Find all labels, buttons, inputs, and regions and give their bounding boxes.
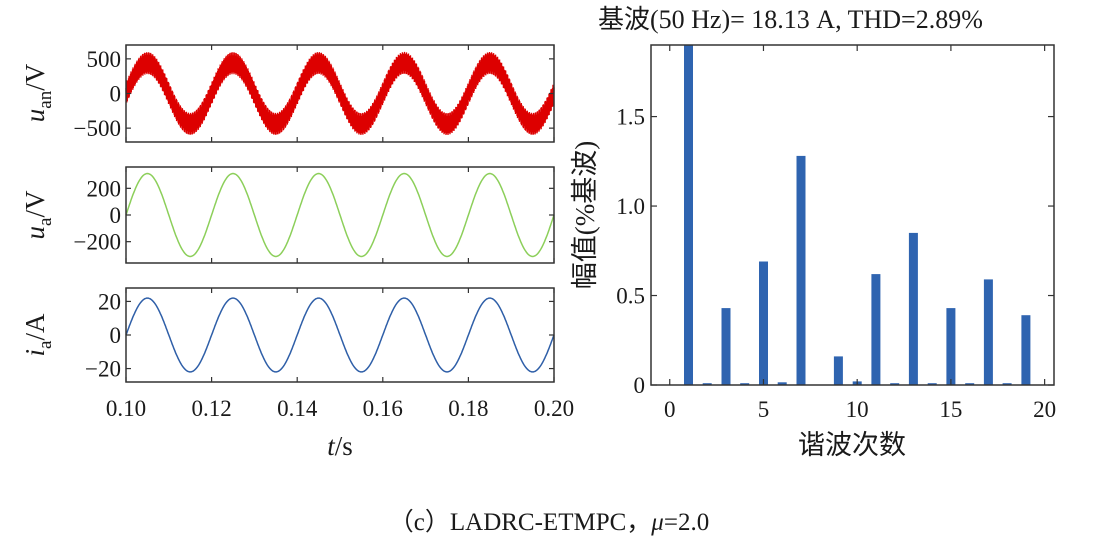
- spectrum-bar-h2: [702, 383, 712, 385]
- uan-ylabel-sub: an: [35, 90, 56, 108]
- spectrum-panel: 基波(50 Hz)= 18.13 A, THD=2.89% 0 0.5 1.0 1.5…: [570, 5, 1056, 460]
- ia-ylabel-var: i: [20, 349, 50, 357]
- spectrum-bar-h15: [946, 308, 956, 385]
- spectrum-bar-h11: [871, 274, 881, 385]
- ia-xticks: 0.10 0.12 0.14 0.16 0.18 0.20: [106, 396, 574, 421]
- ia-ylabel-sub: a: [35, 340, 56, 349]
- ua-ylabel-unit: /V: [20, 190, 50, 218]
- ia-plot-area: [125, 297, 555, 373]
- ia-ytick-label: 20: [98, 289, 121, 314]
- ia-yticks: 20 0 −20: [85, 288, 555, 382]
- ua-ylabel: ua/V: [20, 190, 56, 239]
- spectrum-bar-h14: [927, 383, 937, 385]
- spectrum-bar-h16: [965, 383, 975, 385]
- uan-plot-area: [125, 51, 555, 136]
- spectrum-bar-h9: [833, 356, 843, 385]
- time-xtick-label: 0.16: [363, 396, 403, 421]
- spectrum-ytick-label: 0: [634, 373, 646, 398]
- ua-ylabel-sub: a: [35, 217, 56, 226]
- uan-yticks: 500 0 −500: [74, 45, 555, 142]
- spectrum-bar-h12: [890, 383, 900, 385]
- spectrum-bar-h6: [777, 382, 787, 385]
- ia-ytick-label: −20: [85, 357, 121, 382]
- spectrum-ytick-label: 0.5: [616, 284, 645, 309]
- spectrum-bar-h17: [983, 279, 993, 385]
- time-xtick-label: 0.14: [277, 396, 318, 421]
- ua-ytick-label: 200: [87, 176, 122, 201]
- time-xlabel-var: t: [327, 431, 336, 461]
- uan-ylabel: uan/V: [20, 63, 56, 122]
- ia-panel: 20 0 −20 0.10 0.12 0.14 0.16 0.18 0.20 ia/A t/s: [20, 287, 574, 461]
- spectrum-xtick-label: 20: [1033, 397, 1056, 422]
- spectrum-xtick-label: 15: [939, 397, 962, 422]
- ua-ylabel-var: u: [20, 226, 50, 240]
- spectrum-bar-h7: [796, 155, 806, 385]
- ia-ylabel: ia/A: [20, 313, 56, 356]
- spectrum-xtick-label: 10: [846, 397, 869, 422]
- ua-ytick-label: 0: [110, 203, 122, 228]
- spectrum-ytick-label: 1.0: [616, 194, 645, 219]
- spectrum-bars: [684, 45, 1031, 385]
- ia-waveform: [125, 297, 555, 373]
- spectrum-ylabel: 幅值(%基波): [570, 141, 600, 289]
- spectrum-bar-h3: [721, 308, 731, 385]
- uan-ylabel-unit: /V: [20, 63, 50, 91]
- svg-text:uan/V: uan/V: [20, 63, 56, 122]
- time-xlabel-unit: /s: [335, 431, 353, 461]
- time-xtick-label: 0.18: [448, 396, 488, 421]
- ia-ylabel-unit: /A: [20, 313, 50, 341]
- ia-ytick-label: 0: [110, 323, 122, 348]
- svg-text:ia/A: ia/A: [20, 313, 56, 356]
- spectrum-ytick-label: 1.5: [616, 105, 645, 130]
- time-xtick-label: 0.12: [191, 396, 231, 421]
- spectrum-xtick-label: 5: [758, 397, 770, 422]
- svg-text:ua/V: ua/V: [20, 190, 56, 239]
- spectrum-bar-h13: [908, 232, 918, 385]
- ua-waveform: [125, 172, 555, 258]
- caption-suffix: =2.0: [664, 509, 709, 536]
- spectrum-title: 基波(50 Hz)= 18.13 A, THD=2.89%: [598, 5, 983, 34]
- uan-ylabel-var: u: [20, 109, 50, 123]
- uan-waveform: [125, 51, 555, 136]
- caption-prefix: （c）LADRC-ETMPC，: [389, 508, 652, 536]
- time-xlabel: t/s: [327, 431, 353, 461]
- spectrum-bar-h18: [1002, 383, 1012, 385]
- uan-ytick-label: −500: [74, 116, 121, 141]
- spectrum-bar-h19: [1021, 315, 1031, 385]
- uan-ytick-label: 0: [110, 82, 122, 107]
- spectrum-xtick-label: 0: [664, 397, 676, 422]
- spectrum-bar-h1: [684, 45, 693, 385]
- spectrum-xlabel: 谐波次数: [798, 430, 906, 460]
- caption-symbol: μ: [650, 509, 664, 536]
- time-xtick-label: 0.10: [106, 396, 146, 421]
- spectrum-bar-h5: [759, 261, 768, 385]
- spectrum-frame: [650, 44, 1055, 386]
- uan-panel: 500 0 −500 uan/V: [20, 44, 555, 143]
- spectrum-bar-h4: [740, 383, 750, 385]
- figure-caption: （c）LADRC-ETMPC，μ=2.0: [389, 508, 709, 536]
- ua-ytick-label: −200: [74, 230, 121, 255]
- time-xtick-label: 0.20: [534, 396, 574, 421]
- spectrum-xticks: 0 5 10 15 20: [664, 45, 1056, 422]
- uan-ytick-label: 500: [87, 47, 122, 72]
- spectrum-yticks: 0 0.5 1.0 1.5: [616, 105, 1054, 398]
- ua-plot-area: [125, 172, 555, 258]
